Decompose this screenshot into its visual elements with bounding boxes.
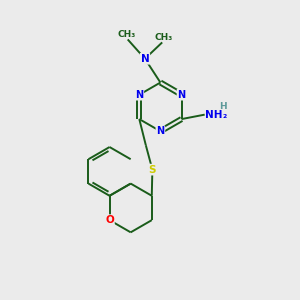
Text: N: N <box>135 90 143 100</box>
Text: S: S <box>148 165 156 175</box>
Text: NH: NH <box>205 110 223 120</box>
Text: N: N <box>141 54 149 64</box>
Text: CH₃: CH₃ <box>154 33 173 42</box>
Text: O: O <box>105 215 114 225</box>
Text: H: H <box>219 102 226 111</box>
Text: ₂: ₂ <box>223 110 227 120</box>
Text: N: N <box>177 90 186 100</box>
Text: N: N <box>156 126 164 136</box>
Text: CH₃: CH₃ <box>117 30 135 39</box>
